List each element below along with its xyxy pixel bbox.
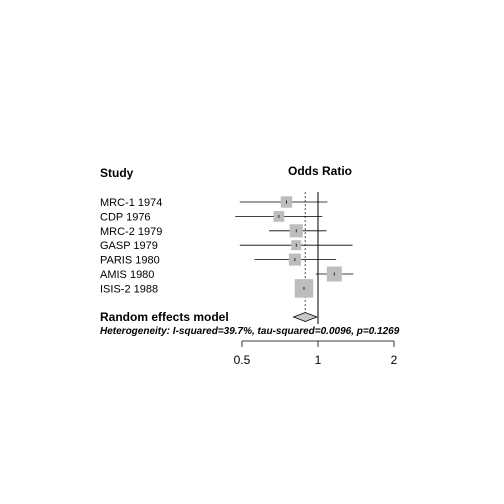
heterogeneity-text: Heterogeneity: I-squared=39.7%, tau-squa… [100, 326, 400, 337]
study-label: CDP 1976 [100, 211, 151, 223]
effect-column-header: Odds Ratio [288, 164, 352, 178]
summary-label: Random effects model [100, 310, 229, 324]
study-label: GASP 1979 [100, 240, 158, 252]
x-tick-label: 2 [391, 353, 398, 367]
study-label: MRC-1 1974 [100, 197, 162, 209]
study-label: ISIS-2 1988 [100, 283, 158, 295]
x-tick-label: 1 [315, 353, 322, 367]
study-column-header: Study [100, 166, 134, 180]
study-label: MRC-2 1979 [100, 226, 162, 238]
study-label: AMIS 1980 [100, 269, 154, 281]
study-label: PARIS 1980 [100, 255, 160, 267]
x-tick-label: 0.5 [234, 353, 251, 367]
summary-diamond [292, 312, 319, 322]
